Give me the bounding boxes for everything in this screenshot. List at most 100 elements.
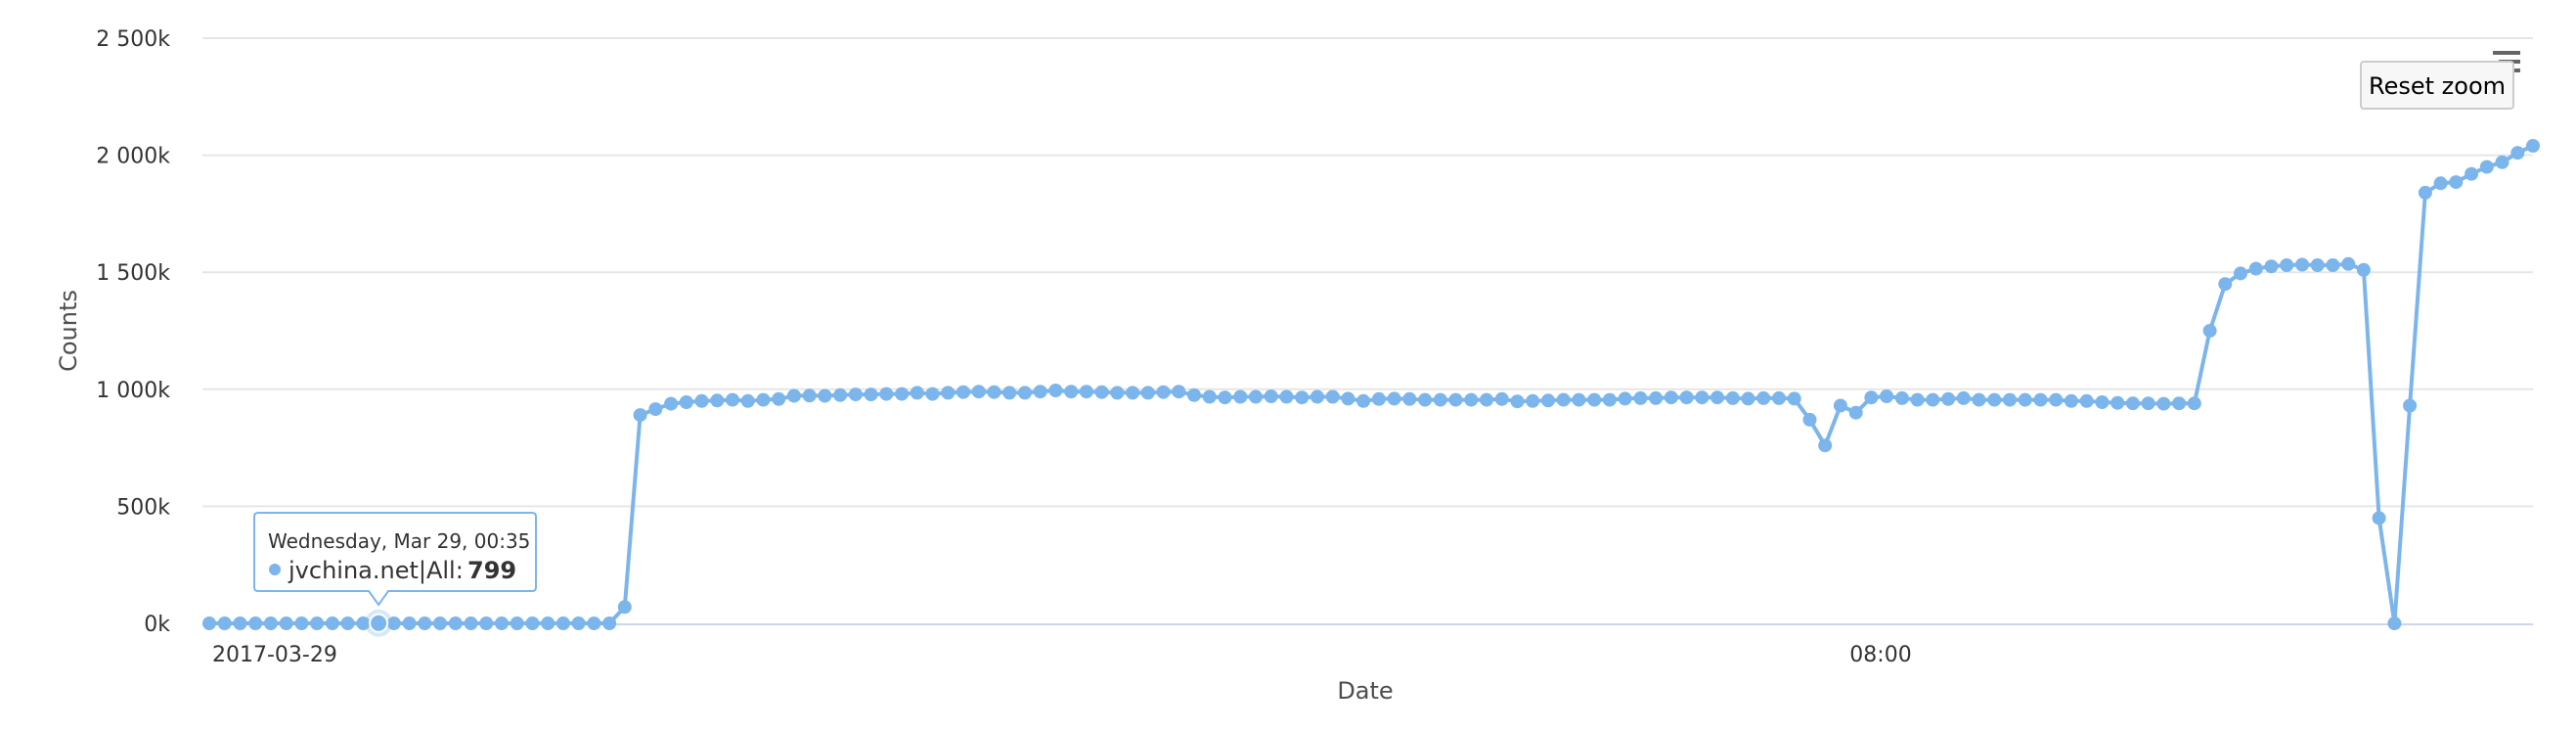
data-point (2126, 396, 2140, 410)
data-point (341, 616, 355, 630)
data-point (1649, 391, 1663, 405)
data-point (556, 616, 570, 630)
data-point (310, 616, 324, 630)
data-point (1480, 393, 1493, 407)
tooltip-date: Wednesday, Mar 29, 00:35 (268, 529, 530, 553)
data-point (1356, 394, 1370, 408)
data-point (1203, 390, 1217, 404)
data-point (2049, 393, 2063, 407)
data-point (941, 386, 955, 399)
series-line-jvchina (209, 146, 2533, 623)
data-point (1788, 391, 1801, 405)
series-points (202, 139, 2540, 637)
y-tick-label: 1 500k (96, 261, 170, 286)
data-point (1926, 393, 1939, 407)
data-point (1388, 391, 1401, 405)
data-point (787, 389, 801, 403)
data-point (910, 386, 924, 399)
data-point (1172, 385, 1185, 398)
data-point (972, 385, 986, 398)
data-point (818, 389, 831, 403)
data-point (2403, 399, 2417, 413)
data-point (1249, 390, 1263, 404)
data-point (449, 616, 463, 630)
data-point (1803, 413, 1817, 427)
y-tick-label: 2 000k (96, 145, 170, 169)
data-point (202, 616, 216, 630)
data-point (1973, 393, 1986, 407)
data-point (1864, 390, 1878, 404)
data-point (1048, 384, 1062, 397)
data-point (2419, 186, 2432, 200)
data-point (1095, 386, 1109, 399)
data-point (280, 616, 293, 630)
data-point (2341, 257, 2355, 271)
data-point (1310, 390, 1324, 404)
data-point (1110, 386, 1124, 399)
data-point (525, 616, 539, 630)
data-point (648, 402, 662, 416)
x-axis-title: Date (1337, 677, 1393, 705)
data-point (1018, 386, 1032, 399)
data-point (2510, 146, 2524, 160)
data-point (2465, 167, 2478, 181)
data-point (2311, 258, 2325, 272)
data-point (1818, 438, 1832, 452)
reset-zoom-button[interactable]: Reset zoom (2361, 62, 2513, 109)
data-point (1341, 391, 1355, 405)
y-tick-label: 1 000k (96, 379, 170, 403)
data-point (294, 616, 308, 630)
data-point (1572, 393, 1585, 407)
data-point (803, 388, 817, 402)
data-point (1541, 393, 1555, 407)
data-point (741, 394, 755, 408)
data-point (926, 388, 940, 401)
y-tick-label: 500k (116, 495, 170, 520)
data-point (1834, 399, 1847, 413)
data-point (1680, 390, 1694, 404)
x-tick-label: 2017-03-29 (212, 643, 337, 667)
data-point (2249, 262, 2263, 276)
data-point (2526, 139, 2540, 153)
data-point (1756, 391, 1770, 405)
data-point (710, 393, 724, 407)
data-point (833, 388, 847, 402)
data-point (1280, 390, 1294, 404)
data-point (1034, 385, 1047, 398)
grid-lines (202, 38, 2533, 506)
data-point (2480, 160, 2494, 174)
data-point (1233, 390, 1247, 404)
data-point (1219, 390, 1232, 404)
data-point (465, 616, 478, 630)
data-point (1987, 393, 2001, 407)
data-point (2295, 258, 2309, 272)
data-point (1587, 393, 1601, 407)
data-point (2373, 511, 2386, 525)
data-point (1187, 388, 1201, 402)
data-point (1511, 394, 1525, 408)
data-point (403, 616, 417, 630)
data-point (1418, 393, 1432, 407)
data-point (2496, 156, 2509, 169)
data-point (356, 616, 370, 630)
data-point (1603, 393, 1617, 407)
data-point (218, 616, 232, 630)
reset-zoom-label: Reset zoom (2369, 72, 2506, 100)
y-tick-label: 2 500k (96, 27, 170, 52)
data-point (2110, 396, 2124, 410)
data-point (2019, 393, 2032, 407)
data-point (418, 616, 431, 630)
data-point (1557, 393, 1571, 407)
y-axis-title: Counts (55, 290, 82, 372)
data-point (2156, 397, 2170, 411)
data-point (248, 616, 262, 630)
data-point (2280, 258, 2293, 272)
data-point (1434, 393, 1447, 407)
data-point (2203, 324, 2217, 338)
data-point (988, 386, 1001, 399)
data-point (1372, 392, 1386, 406)
data-point (726, 393, 739, 407)
data-point (2326, 258, 2339, 272)
data-point (1849, 406, 1863, 420)
